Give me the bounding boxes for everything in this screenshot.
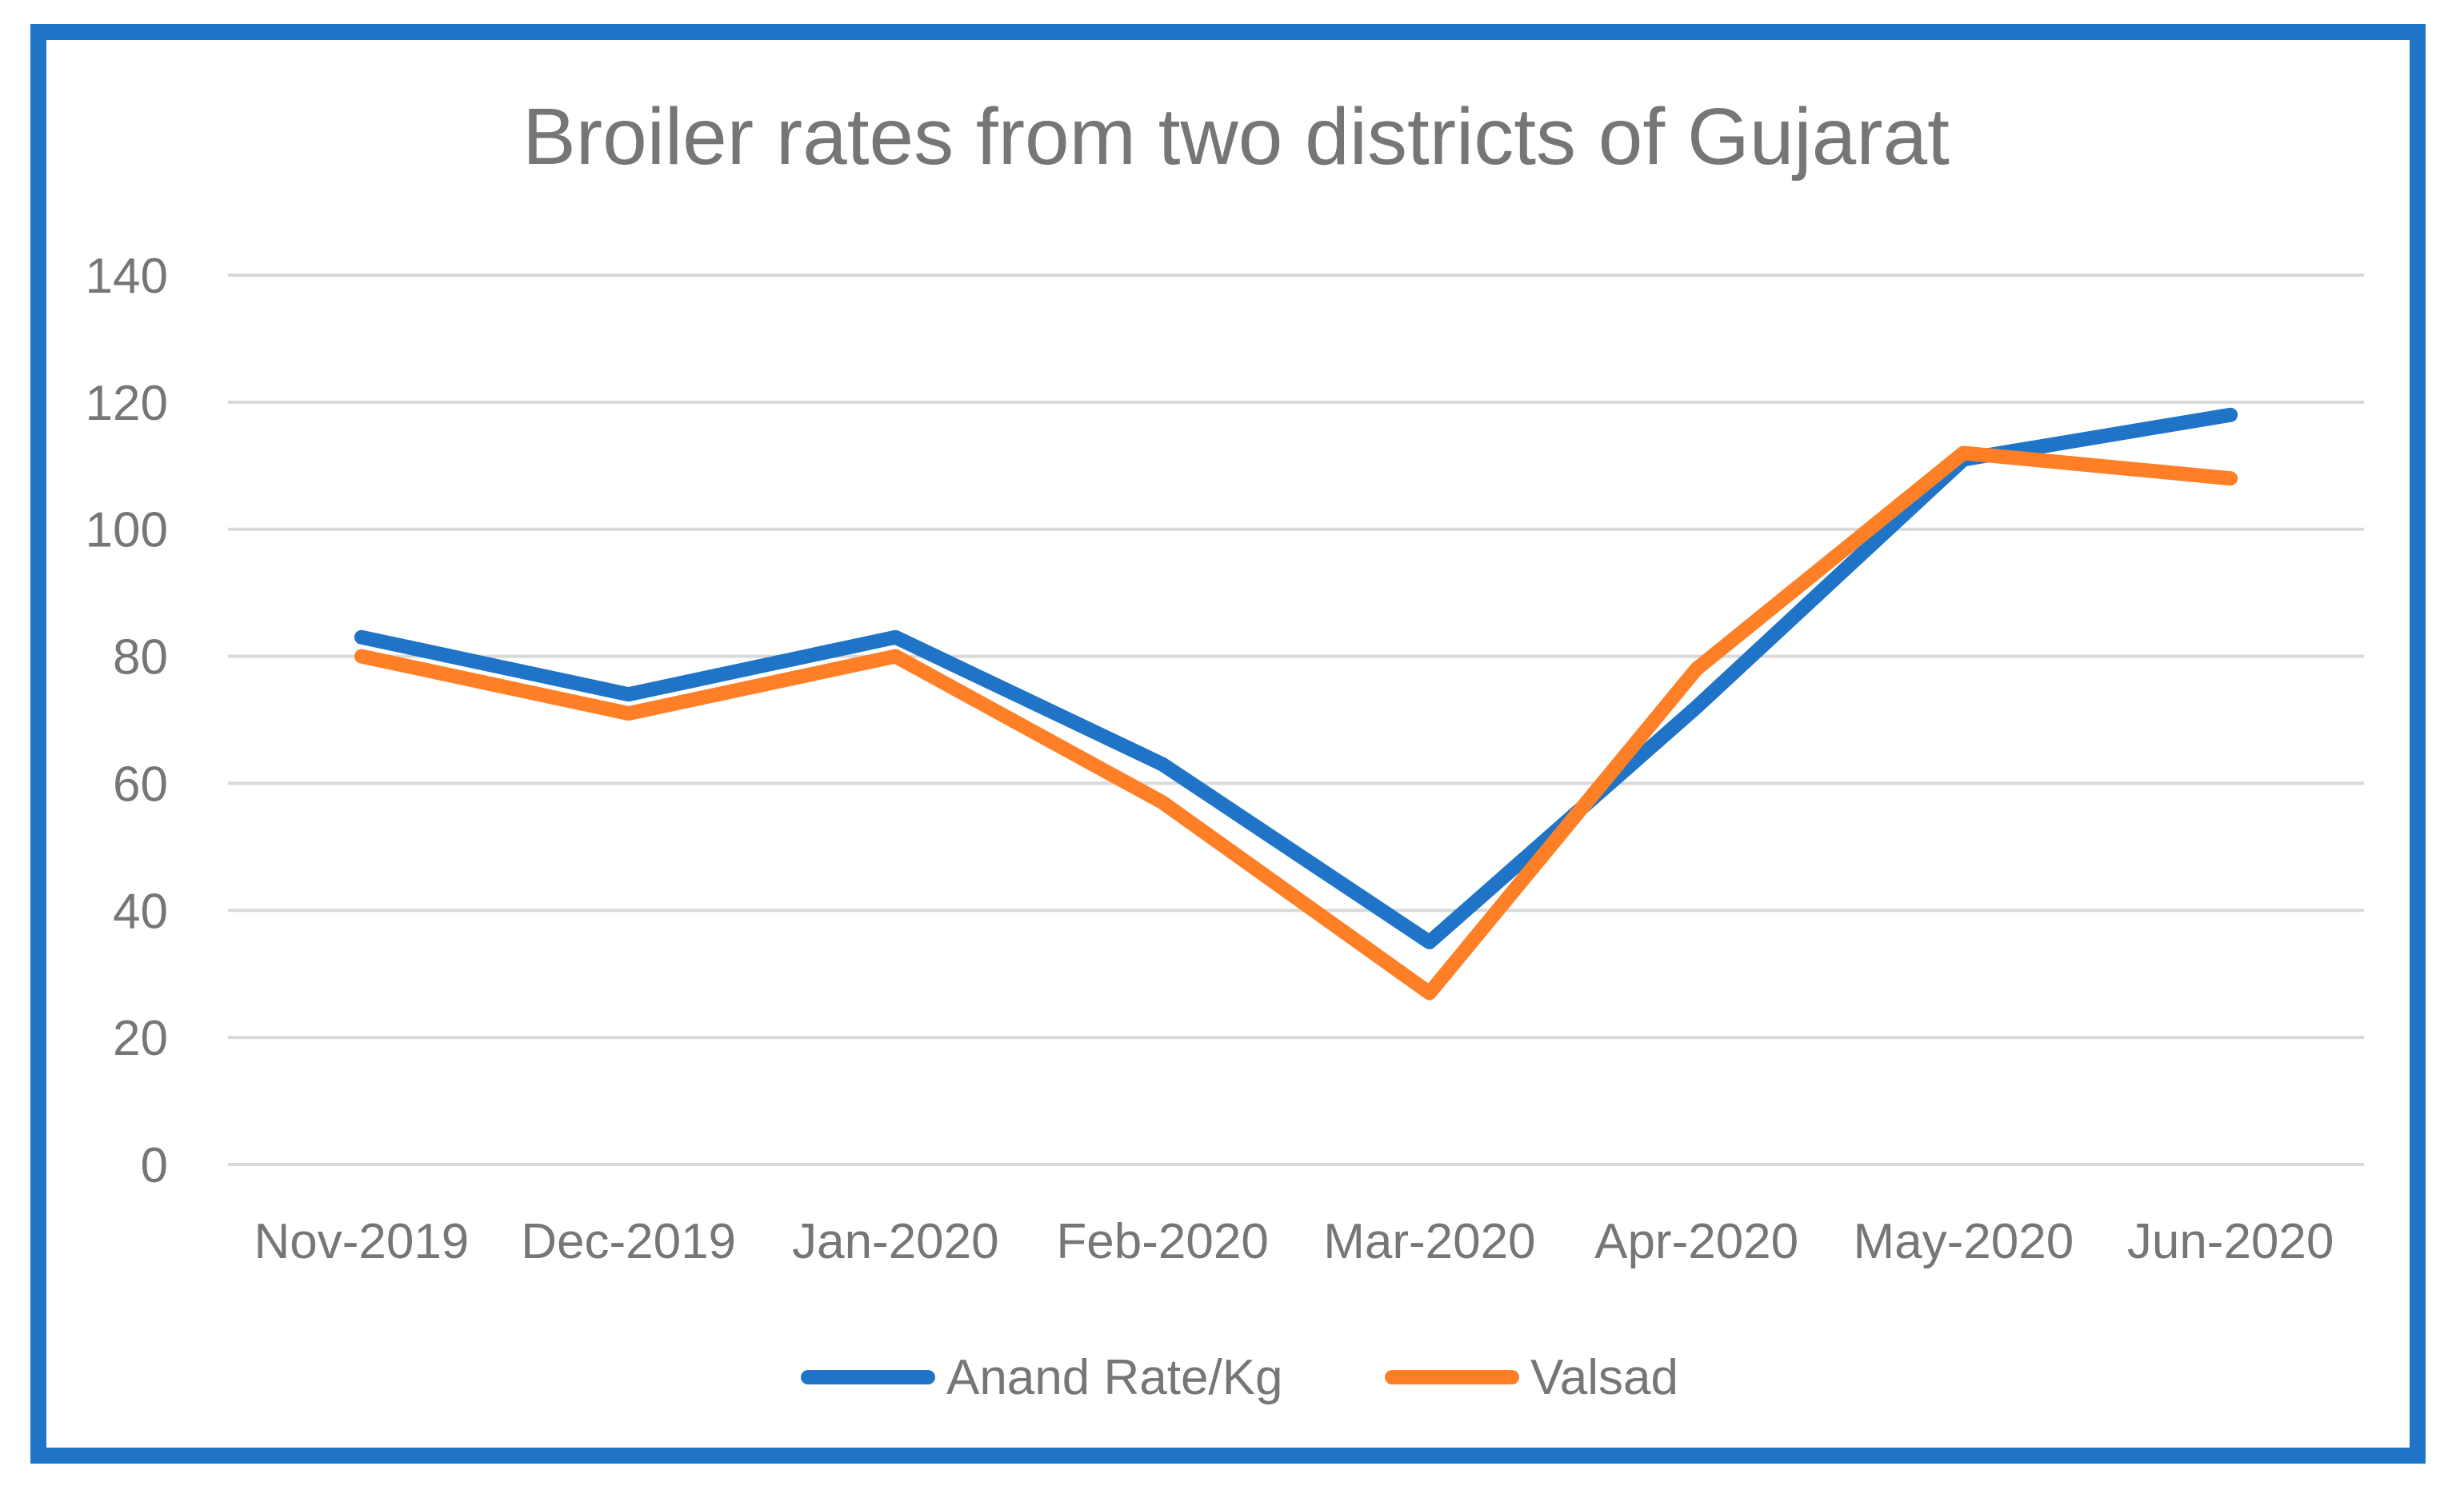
legend-label-anand: Anand Rate/Kg bbox=[946, 1350, 1283, 1405]
y-tick-label-120: 120 bbox=[86, 376, 168, 431]
x-tick-label-mar-2020: Mar-2020 bbox=[1323, 1214, 1535, 1269]
chart-frame bbox=[30, 24, 2426, 1464]
x-axis-ticks: Nov-2019 Dec-2019 Jan-2020 Feb-2020 Mar-2020… bbox=[254, 1214, 2334, 1269]
chart-title: Broiler rates from two districts of Guja… bbox=[522, 92, 1950, 182]
y-tick-label-0: 0 bbox=[141, 1138, 168, 1193]
y-tick-label-20: 20 bbox=[113, 1011, 168, 1066]
y-tick-label-80: 80 bbox=[113, 630, 168, 685]
y-axis-ticks: 0 20 40 60 80 100 120 140 bbox=[86, 249, 168, 1193]
series-line-anand bbox=[354, 407, 2238, 949]
y-tick-label-60: 60 bbox=[113, 757, 168, 812]
x-tick-label-feb-2020: Feb-2020 bbox=[1056, 1214, 1268, 1269]
x-tick-label-may-2020: May-2020 bbox=[1854, 1214, 2074, 1269]
legend-label-valsad: Valsad bbox=[1530, 1350, 1678, 1405]
x-tick-label-jun-2020: Jun-2020 bbox=[2127, 1214, 2334, 1269]
gridlines bbox=[228, 274, 2364, 1166]
series-line-valsad bbox=[354, 445, 2238, 1001]
y-tick-label-140: 140 bbox=[86, 249, 168, 304]
x-tick-label-apr-2020: Apr-2020 bbox=[1594, 1214, 1798, 1269]
x-tick-label-dec-2019: Dec-2019 bbox=[521, 1214, 736, 1269]
x-tick-label-nov-2019: Nov-2019 bbox=[254, 1214, 469, 1269]
y-tick-label-40: 40 bbox=[113, 884, 168, 939]
y-tick-label-100: 100 bbox=[86, 503, 168, 558]
x-tick-label-jan-2020: Jan-2020 bbox=[792, 1214, 999, 1269]
legend: Anand Rate/Kg Valsad bbox=[801, 1350, 1678, 1405]
series-lines bbox=[354, 407, 2238, 1001]
